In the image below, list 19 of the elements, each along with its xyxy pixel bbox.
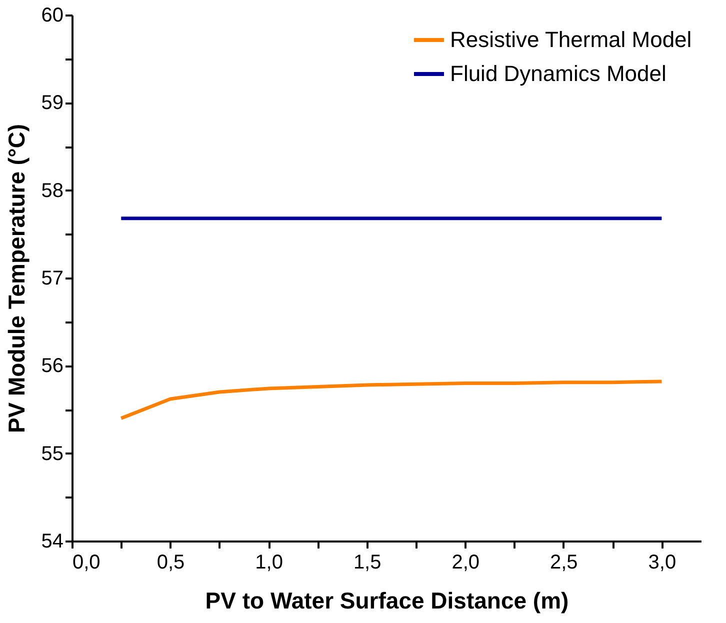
legend-label: Fluid Dynamics Model: [450, 61, 666, 86]
y-tick-label: 57: [41, 268, 64, 290]
line-series: [119, 380, 664, 420]
x-tick-label: 0,5: [156, 552, 185, 574]
x-tick-label: 2,0: [452, 552, 480, 574]
y-tick-label: 60: [41, 4, 64, 26]
y-tick-label: 54: [41, 530, 64, 552]
x-axis-title: PV to Water Surface Distance (m): [205, 588, 569, 614]
y-tick-label: 58: [41, 180, 64, 202]
x-tick-label: 2,5: [550, 552, 578, 574]
y-tick-label: 55: [41, 442, 64, 465]
legend-label: Resistive Thermal Model: [450, 27, 692, 52]
x-tick-label: 1,0: [255, 552, 283, 574]
x-tick-label: 3,0: [648, 552, 676, 574]
x-tick-label: 0,0: [72, 552, 100, 574]
y-tick-label: 56: [41, 355, 64, 378]
y-tick-label: 59: [41, 92, 64, 114]
y-axis-title: PV Module Temperature (°C): [3, 124, 30, 434]
x-tick-label: 1,5: [353, 552, 382, 574]
